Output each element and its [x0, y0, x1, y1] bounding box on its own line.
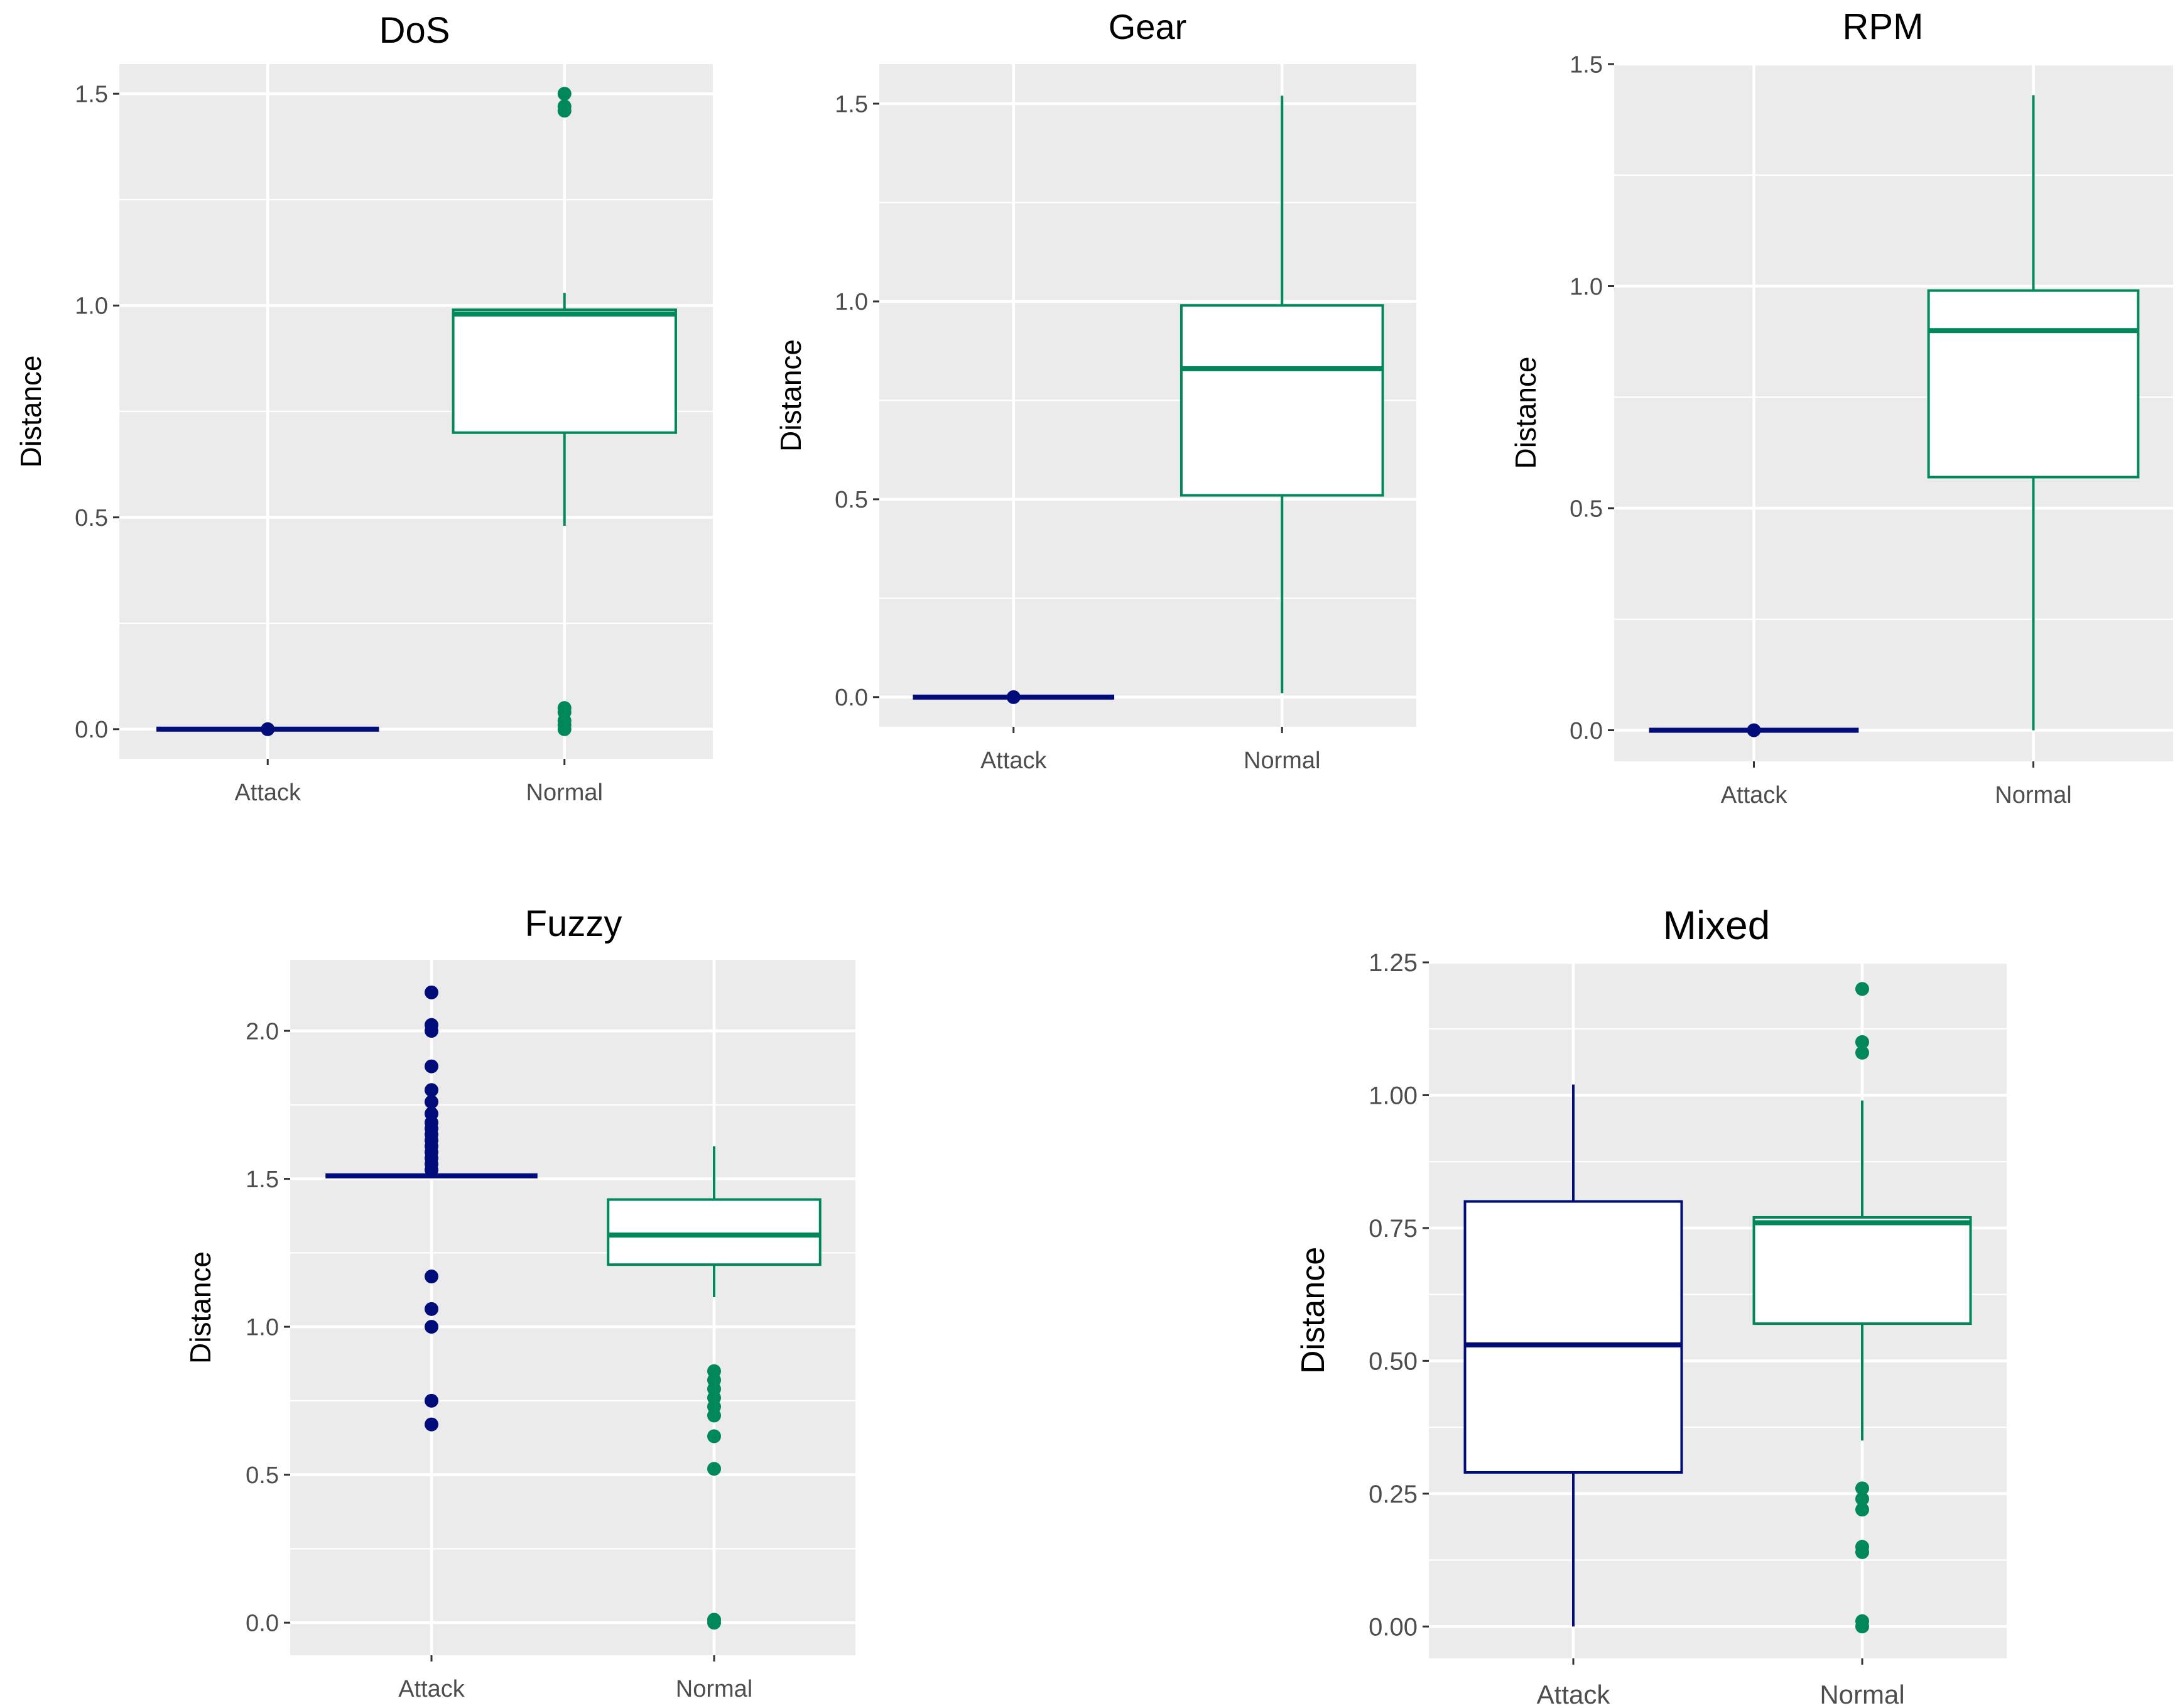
- y-tick-label: 0.0: [835, 685, 868, 711]
- outlier-point: [425, 1059, 438, 1074]
- panel-title: RPM: [1843, 6, 1924, 47]
- outlier-point: [1855, 1503, 1869, 1517]
- outlier-point: [1855, 1540, 1869, 1554]
- y-axis-title: Distance: [1295, 1247, 1332, 1374]
- panel-mixed: 0.00 0.25 0.50 0.75 1.00 1.25 Attack Normal Mixe…: [1295, 903, 2007, 1708]
- iqr-box: [452, 308, 677, 434]
- panel-title: DoS: [379, 10, 450, 51]
- outlier-point: [425, 1106, 438, 1121]
- outlier-point: [707, 1429, 721, 1444]
- outlier-point: [425, 1270, 438, 1284]
- outlier-point: [425, 985, 438, 999]
- box-attack: [156, 722, 379, 736]
- outlier-point: [557, 87, 572, 101]
- box-normal: [1180, 95, 1384, 694]
- box-normal: [1752, 982, 1972, 1634]
- y-tick-label: 1.00: [1369, 1082, 1418, 1109]
- y-tick-label: 1.0: [246, 1314, 279, 1341]
- outlier-point: [1006, 690, 1021, 704]
- outlier-point: [707, 1364, 721, 1378]
- y-tick-label: 0.5: [246, 1462, 279, 1489]
- y-tick-label: 1.5: [246, 1167, 279, 1193]
- y-tick-label: 1.25: [1369, 949, 1418, 977]
- panel-dos: 0.0 0.5 1.0 1.5 Attack Normal DoS Distance: [14, 10, 713, 806]
- box-attack: [1649, 723, 1859, 737]
- y-tick-label: 0.00: [1369, 1613, 1418, 1641]
- outlier-point: [425, 1417, 438, 1432]
- iqr-box: [1752, 1216, 1972, 1325]
- outlier-point: [1855, 1492, 1869, 1506]
- y-tick-label: 0.5: [1570, 496, 1603, 522]
- y-tick-label: 0.25: [1369, 1481, 1418, 1508]
- y-axis-title: Distance: [14, 356, 47, 468]
- box-attack: [913, 690, 1115, 704]
- outlier-point: [425, 1393, 438, 1408]
- y-tick-label: 0.0: [246, 1610, 279, 1636]
- y-tick-label: 1.5: [1570, 52, 1603, 78]
- box-normal: [1927, 95, 2140, 731]
- y-tick-label: 0.5: [75, 505, 108, 531]
- x-tick-label-normal: Normal: [526, 780, 603, 806]
- outlier-point: [1855, 1045, 1869, 1060]
- y-tick-label: 0.0: [75, 717, 108, 743]
- outlier-point: [557, 99, 572, 114]
- panel-title: Mixed: [1663, 903, 1771, 948]
- box-attack: [1463, 1084, 1683, 1627]
- x-tick-label-normal: Normal: [1244, 748, 1320, 774]
- iqr-box: [1463, 1200, 1683, 1474]
- y-tick-label: 0.75: [1369, 1215, 1418, 1243]
- y-tick-label: 1.0: [75, 293, 108, 320]
- y-tick-label: 0.5: [835, 487, 868, 513]
- y-axis-title: Distance: [774, 339, 807, 452]
- y-tick-label: 1.0: [835, 289, 868, 315]
- panel-gear: 0.0 0.5 1.0 1.5 Attack Normal Gear Distance: [774, 7, 1416, 774]
- outlier-point: [1747, 723, 1761, 737]
- x-tick-label-normal: Normal: [1995, 782, 2071, 808]
- x-tick-label-normal: Normal: [1820, 1680, 1904, 1708]
- outlier-point: [425, 1083, 438, 1097]
- x-tick-label-normal: Normal: [676, 1676, 752, 1702]
- outlier-point: [425, 1320, 438, 1334]
- y-axis-title: Distance: [1509, 357, 1542, 469]
- outlier-point: [1855, 1614, 1869, 1628]
- x-tick-label-attack: Attack: [1721, 782, 1788, 808]
- outlier-point: [425, 1095, 438, 1109]
- panel-rpm: 0.0 0.5 1.0 1.5 Attack Normal RPM Distance: [1509, 6, 2173, 808]
- panel-title: Gear: [1109, 7, 1187, 46]
- y-tick-label: 0.50: [1369, 1347, 1418, 1375]
- x-tick-label-attack: Attack: [980, 748, 1048, 774]
- y-tick-label: 1.5: [75, 82, 108, 108]
- box-attack: [325, 985, 538, 1432]
- plot-background: [290, 960, 855, 1655]
- y-tick-label: 2.0: [246, 1018, 279, 1045]
- outlier-point: [1855, 1035, 1869, 1049]
- x-tick-label-attack: Attack: [398, 1676, 465, 1702]
- box-normal: [607, 1146, 822, 1630]
- iqr-box: [1927, 289, 2140, 479]
- iqr-box: [607, 1198, 822, 1266]
- outlier-point: [707, 1613, 721, 1627]
- panel-title: Fuzzy: [525, 903, 622, 944]
- outlier-point: [557, 701, 572, 715]
- y-tick-label: 1.5: [835, 91, 868, 117]
- outlier-point: [1855, 1481, 1869, 1496]
- x-tick-label-attack: Attack: [1537, 1680, 1611, 1708]
- outlier-point: [1855, 982, 1869, 996]
- outlier-point: [425, 1018, 438, 1032]
- outlier-point: [261, 722, 275, 736]
- y-tick-label: 0.0: [1570, 718, 1603, 744]
- panel-fuzzy: 0.0 0.5 1.0 1.5 2.0 Attack Normal Fuzzy Distance: [184, 903, 855, 1702]
- x-tick-label-attack: Attack: [234, 780, 301, 806]
- outlier-point: [425, 1302, 438, 1316]
- box-normal: [452, 87, 677, 736]
- iqr-box: [1180, 304, 1384, 497]
- y-axis-title: Distance: [184, 1251, 217, 1364]
- y-tick-label: 1.0: [1570, 274, 1603, 300]
- outlier-point: [707, 1462, 721, 1476]
